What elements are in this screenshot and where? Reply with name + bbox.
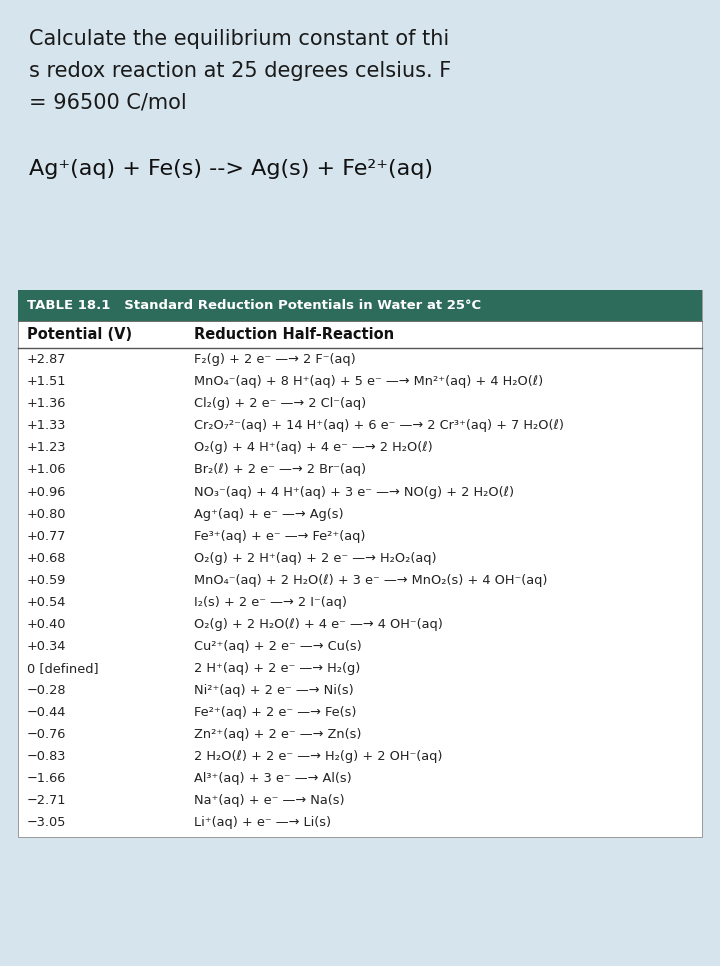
Text: MnO₄⁻(aq) + 2 H₂O(ℓ) + 3 e⁻ —→ MnO₂(s) + 4 OH⁻(aq): MnO₄⁻(aq) + 2 H₂O(ℓ) + 3 e⁻ —→ MnO₂(s) +… — [194, 574, 548, 586]
Text: +1.51: +1.51 — [27, 376, 66, 388]
Text: O₂(g) + 4 H⁺(aq) + 4 e⁻ —→ 2 H₂O(ℓ): O₂(g) + 4 H⁺(aq) + 4 e⁻ —→ 2 H₂O(ℓ) — [194, 441, 433, 454]
Text: F₂(g) + 2 e⁻ —→ 2 F⁻(aq): F₂(g) + 2 e⁻ —→ 2 F⁻(aq) — [194, 354, 356, 366]
Text: Na⁺(aq) + e⁻ —→ Na(s): Na⁺(aq) + e⁻ —→ Na(s) — [194, 794, 345, 807]
Text: −0.44: −0.44 — [27, 706, 66, 719]
Text: 2 H⁺(aq) + 2 e⁻ —→ H₂(g): 2 H⁺(aq) + 2 e⁻ —→ H₂(g) — [194, 662, 361, 674]
Text: +0.80: +0.80 — [27, 507, 66, 521]
Text: Ni²⁺(aq) + 2 e⁻ —→ Ni(s): Ni²⁺(aq) + 2 e⁻ —→ Ni(s) — [194, 684, 354, 696]
Text: TABLE 18.1   Standard Reduction Potentials in Water at 25°C: TABLE 18.1 Standard Reduction Potentials… — [27, 298, 481, 312]
Text: I₂(s) + 2 e⁻ —→ 2 I⁻(aq): I₂(s) + 2 e⁻ —→ 2 I⁻(aq) — [194, 596, 347, 609]
Text: Cr₂O₇²⁻(aq) + 14 H⁺(aq) + 6 e⁻ —→ 2 Cr³⁺(aq) + 7 H₂O(ℓ): Cr₂O₇²⁻(aq) + 14 H⁺(aq) + 6 e⁻ —→ 2 Cr³⁺… — [194, 419, 564, 433]
Text: MnO₄⁻(aq) + 8 H⁺(aq) + 5 e⁻ —→ Mn²⁺(aq) + 4 H₂O(ℓ): MnO₄⁻(aq) + 8 H⁺(aq) + 5 e⁻ —→ Mn²⁺(aq) … — [194, 376, 544, 388]
Text: Potential (V): Potential (V) — [27, 327, 132, 342]
Text: +0.96: +0.96 — [27, 486, 66, 498]
Text: −3.05: −3.05 — [27, 816, 66, 829]
Text: +0.59: +0.59 — [27, 574, 66, 586]
Text: −0.76: −0.76 — [27, 727, 66, 741]
Bar — [18, 290, 702, 321]
Text: +1.23: +1.23 — [27, 441, 66, 454]
Text: = 96500 C/mol: = 96500 C/mol — [29, 93, 186, 113]
Text: −1.66: −1.66 — [27, 772, 66, 784]
Text: −0.83: −0.83 — [27, 750, 66, 763]
Text: +0.54: +0.54 — [27, 596, 66, 609]
Text: Ag⁺(aq) + Fe(s) --> Ag(s) + Fe²⁺(aq): Ag⁺(aq) + Fe(s) --> Ag(s) + Fe²⁺(aq) — [29, 159, 433, 180]
Text: O₂(g) + 2 H⁺(aq) + 2 e⁻ —→ H₂O₂(aq): O₂(g) + 2 H⁺(aq) + 2 e⁻ —→ H₂O₂(aq) — [194, 552, 437, 564]
Text: Cu²⁺(aq) + 2 e⁻ —→ Cu(s): Cu²⁺(aq) + 2 e⁻ —→ Cu(s) — [194, 639, 362, 653]
Text: Fe³⁺(aq) + e⁻ —→ Fe²⁺(aq): Fe³⁺(aq) + e⁻ —→ Fe²⁺(aq) — [194, 529, 366, 543]
Text: +0.77: +0.77 — [27, 529, 66, 543]
Text: NO₃⁻(aq) + 4 H⁺(aq) + 3 e⁻ —→ NO(g) + 2 H₂O(ℓ): NO₃⁻(aq) + 4 H⁺(aq) + 3 e⁻ —→ NO(g) + 2 … — [194, 486, 515, 498]
Text: Cl₂(g) + 2 e⁻ —→ 2 Cl⁻(aq): Cl₂(g) + 2 e⁻ —→ 2 Cl⁻(aq) — [194, 397, 366, 411]
Text: Zn²⁺(aq) + 2 e⁻ —→ Zn(s): Zn²⁺(aq) + 2 e⁻ —→ Zn(s) — [194, 727, 362, 741]
Text: +0.40: +0.40 — [27, 617, 66, 631]
Bar — [18, 290, 702, 838]
Text: +1.33: +1.33 — [27, 419, 66, 433]
Text: +0.34: +0.34 — [27, 639, 66, 653]
Text: Br₂(ℓ) + 2 e⁻ —→ 2 Br⁻(aq): Br₂(ℓ) + 2 e⁻ —→ 2 Br⁻(aq) — [194, 464, 366, 476]
Text: Calculate the equilibrium constant of thi: Calculate the equilibrium constant of th… — [29, 29, 449, 49]
Text: +1.36: +1.36 — [27, 397, 66, 411]
Text: −0.28: −0.28 — [27, 684, 66, 696]
Text: −2.71: −2.71 — [27, 794, 66, 807]
Text: 2 H₂O(ℓ) + 2 e⁻ —→ H₂(g) + 2 OH⁻(aq): 2 H₂O(ℓ) + 2 e⁻ —→ H₂(g) + 2 OH⁻(aq) — [194, 750, 443, 763]
Text: s redox reaction at 25 degrees celsius. F: s redox reaction at 25 degrees celsius. … — [29, 61, 451, 81]
Text: Li⁺(aq) + e⁻ —→ Li(s): Li⁺(aq) + e⁻ —→ Li(s) — [194, 816, 331, 829]
Text: O₂(g) + 2 H₂O(ℓ) + 4 e⁻ —→ 4 OH⁻(aq): O₂(g) + 2 H₂O(ℓ) + 4 e⁻ —→ 4 OH⁻(aq) — [194, 617, 444, 631]
Text: +2.87: +2.87 — [27, 354, 66, 366]
Text: 0 [defined]: 0 [defined] — [27, 662, 98, 674]
Text: +0.68: +0.68 — [27, 552, 66, 564]
Text: Fe²⁺(aq) + 2 e⁻ —→ Fe(s): Fe²⁺(aq) + 2 e⁻ —→ Fe(s) — [194, 706, 357, 719]
Text: Ag⁺(aq) + e⁻ —→ Ag(s): Ag⁺(aq) + e⁻ —→ Ag(s) — [194, 507, 344, 521]
Text: +1.06: +1.06 — [27, 464, 66, 476]
Text: Reduction Half-Reaction: Reduction Half-Reaction — [194, 327, 395, 342]
Text: Al³⁺(aq) + 3 e⁻ —→ Al(s): Al³⁺(aq) + 3 e⁻ —→ Al(s) — [194, 772, 352, 784]
